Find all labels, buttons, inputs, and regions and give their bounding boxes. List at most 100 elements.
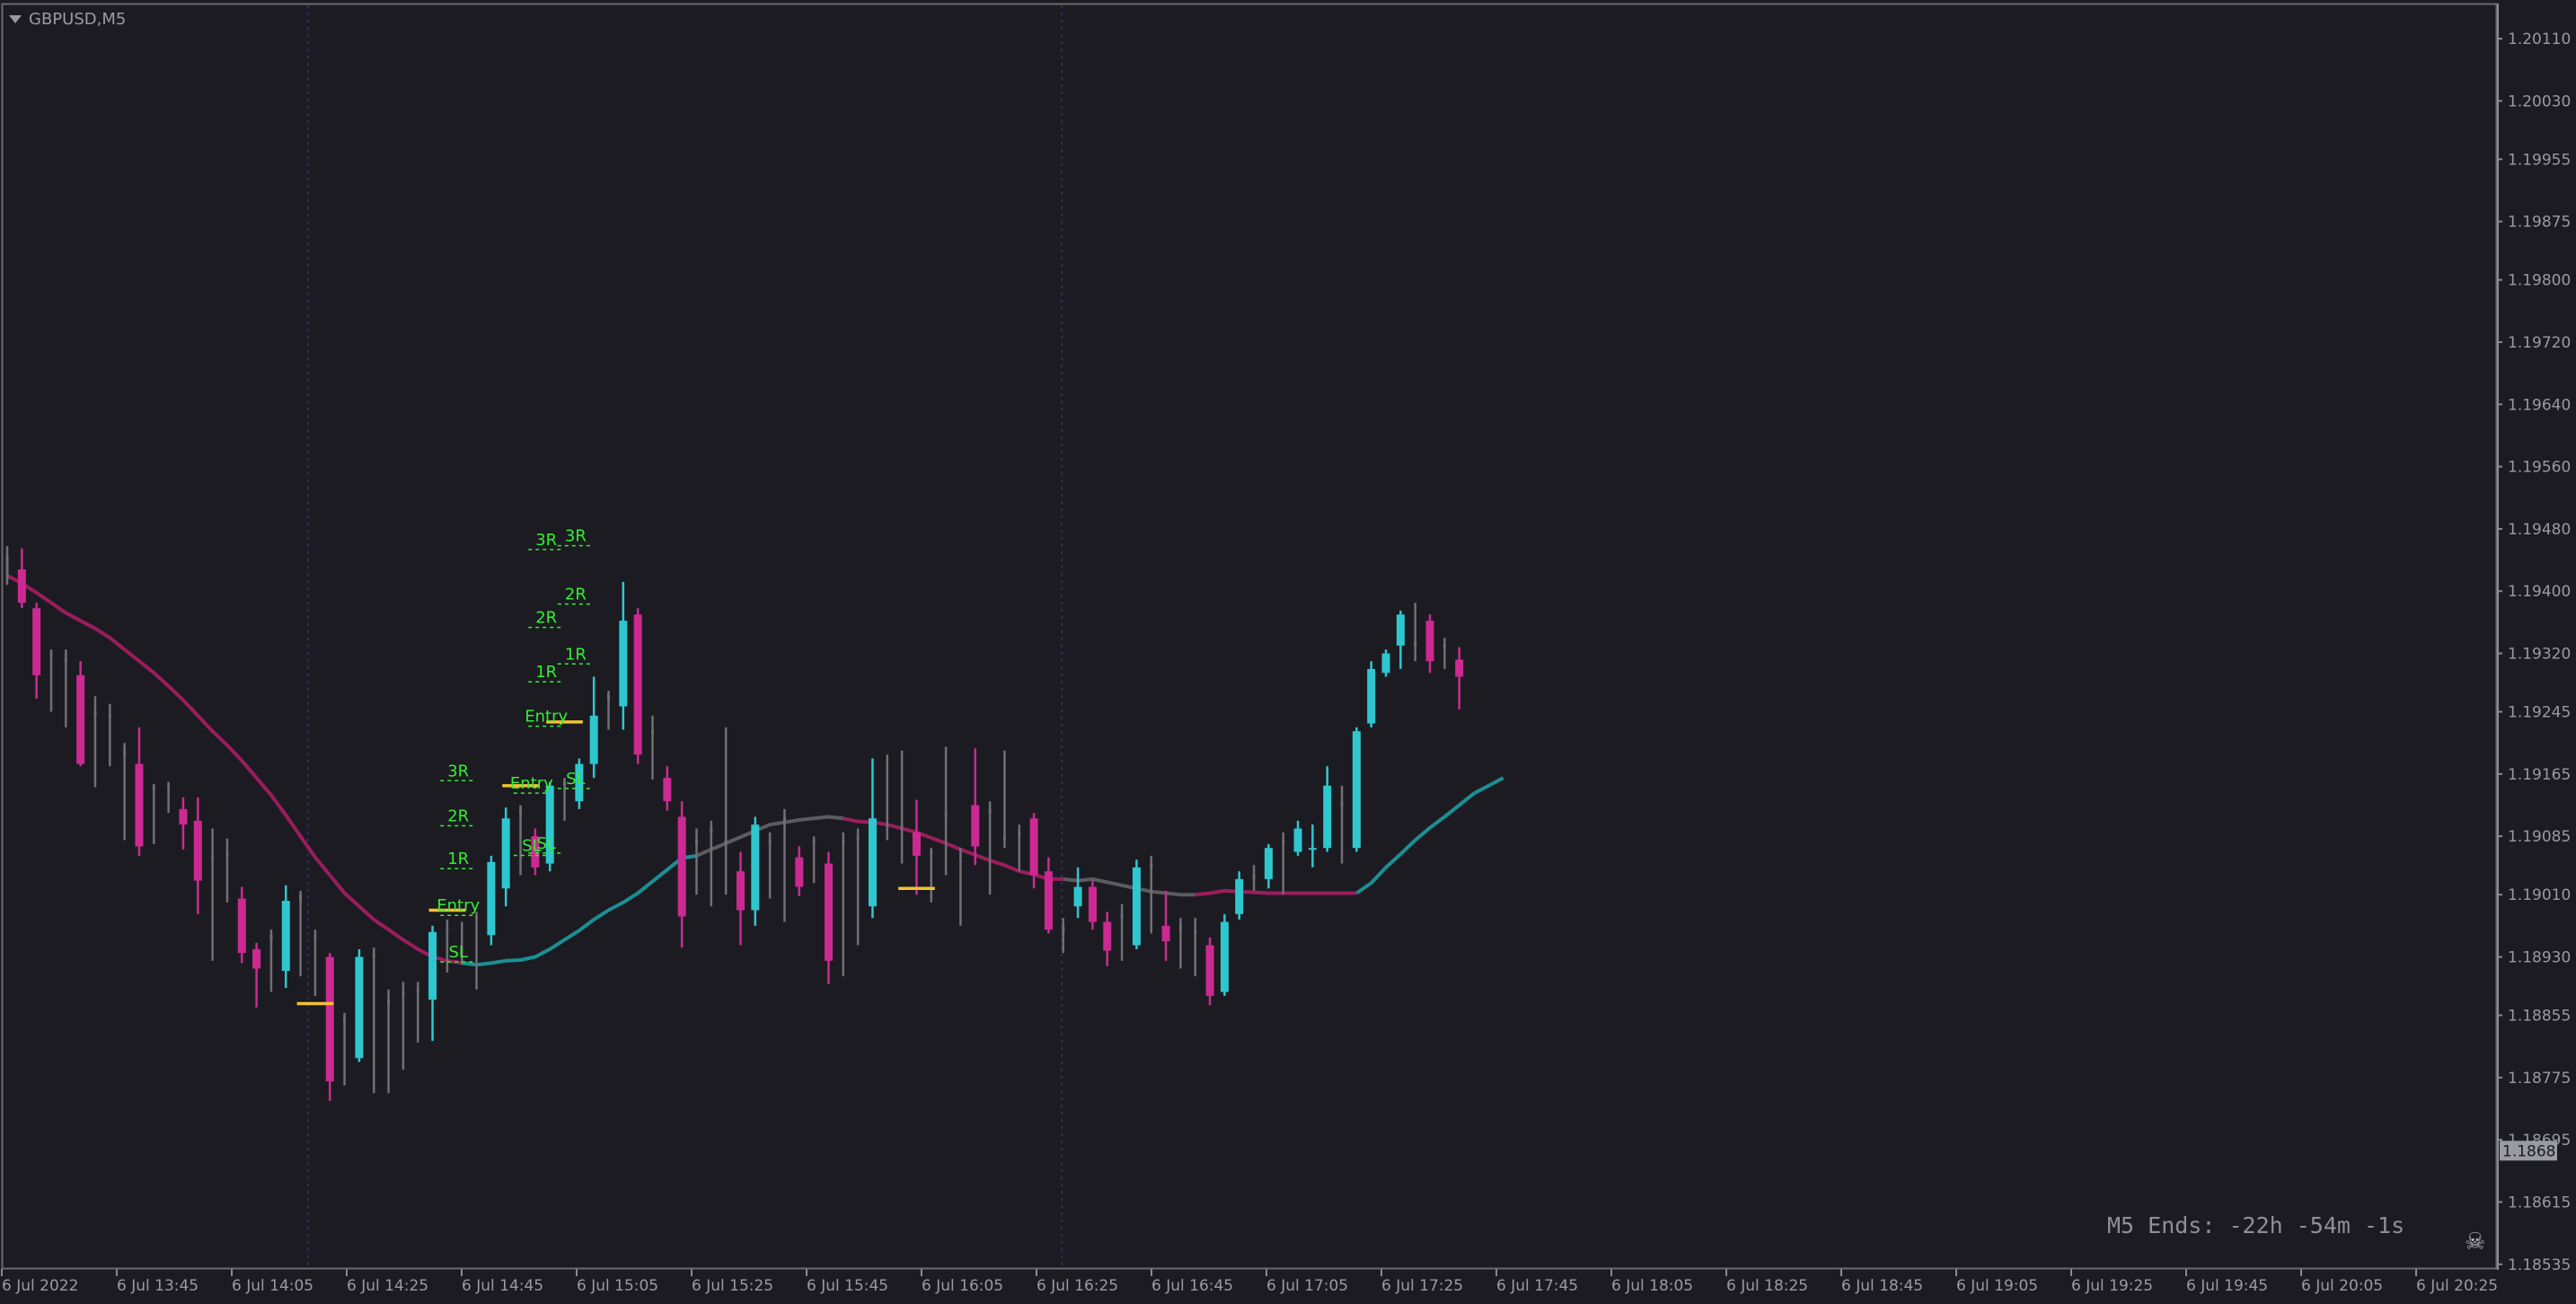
candle [1150, 855, 1153, 934]
candle-body [93, 711, 97, 716]
candle-body [1120, 913, 1124, 919]
price-tick-label: 1.19400 [2508, 583, 2571, 601]
candle-body [724, 840, 728, 844]
moving-average-segment [695, 815, 844, 858]
candle [695, 828, 699, 895]
candle [824, 851, 833, 984]
moving-average-segment [1355, 776, 1504, 895]
price-axis[interactable]: 1.20110 1.20030 1.19955 1.19875 1.19800 1.197… [2497, 31, 2571, 1274]
candle [446, 919, 449, 973]
candle-body [1414, 641, 1417, 646]
candle [1018, 824, 1021, 872]
time-tick-label: 6 Jul 16:05 [922, 1277, 1003, 1295]
candle [958, 848, 962, 926]
candle-body [1235, 878, 1244, 914]
time-tick-label: 6 Jul 16:25 [1037, 1277, 1118, 1295]
trade-level-label: 2R [535, 609, 557, 628]
candle [1029, 813, 1038, 889]
candle-body [64, 656, 67, 662]
candle [782, 808, 786, 922]
candle [1442, 638, 1446, 669]
candle [1323, 766, 1332, 852]
trade-level: Entry [510, 774, 553, 794]
time-axis[interactable]: 6 Jul 2022 6 Jul 13:45 6 Jul 14:05 6 Jul 14… [1, 1269, 2498, 1295]
price-axis-panel [2498, 4, 2576, 1270]
trade-level: SL [513, 836, 550, 857]
candle [971, 748, 980, 866]
time-tick-label: 6 Jul 15:45 [807, 1277, 888, 1295]
candle-body [1264, 848, 1273, 879]
candle [1352, 727, 1361, 852]
candle [252, 942, 261, 1008]
candle [123, 743, 127, 841]
price-tick-label: 1.18535 [2508, 1256, 2571, 1274]
trade-level-label: 1R [565, 645, 587, 664]
candle-body [575, 763, 584, 802]
candle-body [651, 731, 655, 734]
candle-body [1062, 925, 1065, 934]
candle-body [619, 621, 628, 707]
time-tick-label: 6 Jul 17:45 [1496, 1277, 1578, 1295]
candle [812, 836, 816, 884]
time-tick-label: 6 Jul 2022 [2, 1277, 78, 1295]
candle-body [737, 871, 745, 911]
candle [313, 930, 317, 996]
candle [108, 703, 111, 767]
candle-body [1252, 875, 1256, 879]
candle-body [1205, 945, 1214, 996]
candle [1194, 918, 1197, 977]
candle-body [971, 805, 980, 847]
candle-body [1194, 930, 1197, 934]
candle-body [1425, 621, 1434, 662]
candle-body [1455, 659, 1464, 677]
candle [76, 661, 85, 767]
candle-body [135, 763, 144, 847]
price-tick-label: 1.19560 [2508, 459, 2571, 477]
trade-level: SL [440, 943, 477, 963]
trade-level: 2R [528, 609, 565, 629]
candle [856, 828, 860, 946]
trade-level: SL [528, 834, 565, 854]
time-tick-label: 6 Jul 17:25 [1381, 1277, 1463, 1295]
trade-level: 3R [440, 762, 477, 782]
price-tick-label: 1.19480 [2508, 521, 2571, 539]
candle [281, 885, 290, 989]
trade-level-label: Entry [437, 896, 480, 915]
candle [401, 982, 405, 1071]
candle [1396, 610, 1405, 669]
candle [1282, 832, 1285, 895]
candle [677, 801, 686, 948]
candle-body [252, 948, 261, 969]
candle [1161, 890, 1170, 961]
candle [299, 890, 303, 977]
price-tick-label: 1.19010 [2508, 886, 2571, 904]
candle [1002, 750, 1006, 849]
time-tick-label: 6 Jul 20:25 [2416, 1277, 2498, 1295]
candle-body [1161, 925, 1170, 942]
moving-average-segment [842, 816, 1063, 881]
candle-body [1132, 867, 1141, 946]
trade-level-label: SL [536, 834, 555, 853]
candle-body [32, 608, 41, 675]
entry-lines-layer [296, 720, 935, 1006]
candle-body [123, 750, 127, 755]
chart-symbol-header[interactable]: GBPUSD,M5 [9, 7, 126, 31]
price-tick-label: 1.18775 [2508, 1070, 2571, 1088]
trade-level-label: Entry [510, 774, 553, 793]
candle [531, 828, 540, 876]
candle-body [563, 781, 567, 786]
skull-crossbones-icon: ☠ [2465, 1229, 2486, 1256]
candle [428, 925, 437, 1042]
candle [1088, 880, 1097, 930]
price-tick-label: 1.18855 [2508, 1008, 2571, 1026]
candle [32, 603, 41, 699]
candle [269, 930, 273, 992]
time-tick-label: 6 Jul 15:25 [692, 1277, 773, 1295]
triangle-down-icon[interactable] [9, 14, 22, 23]
candle-body [1002, 836, 1006, 841]
candle [795, 846, 804, 896]
candle [751, 816, 760, 926]
candle-body [545, 785, 554, 864]
